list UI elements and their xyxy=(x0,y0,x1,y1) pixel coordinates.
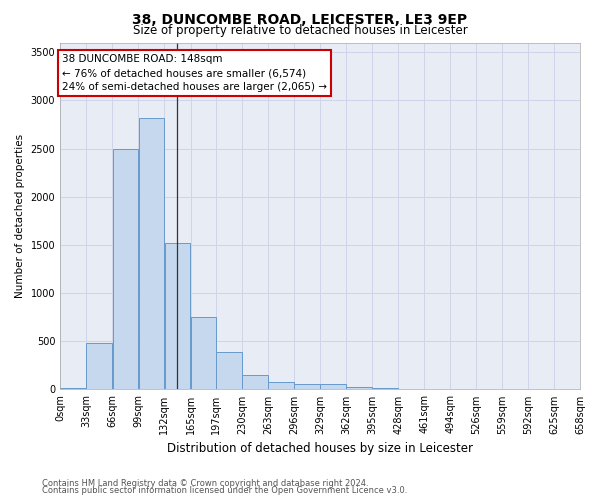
Bar xyxy=(294,384,320,390)
Bar xyxy=(242,376,268,390)
Bar xyxy=(86,343,112,390)
Bar xyxy=(191,317,215,390)
Bar xyxy=(113,148,138,390)
Bar xyxy=(268,382,294,390)
Text: Contains HM Land Registry data © Crown copyright and database right 2024.: Contains HM Land Registry data © Crown c… xyxy=(42,478,368,488)
Text: 38 DUNCOMBE ROAD: 148sqm
← 76% of detached houses are smaller (6,574)
24% of sem: 38 DUNCOMBE ROAD: 148sqm ← 76% of detach… xyxy=(62,54,327,92)
Bar xyxy=(61,388,86,390)
Bar xyxy=(164,243,190,390)
Bar xyxy=(216,352,242,390)
Text: Contains public sector information licensed under the Open Government Licence v3: Contains public sector information licen… xyxy=(42,486,407,495)
Bar xyxy=(139,118,164,390)
Y-axis label: Number of detached properties: Number of detached properties xyxy=(15,134,25,298)
Text: 38, DUNCOMBE ROAD, LEICESTER, LE3 9EP: 38, DUNCOMBE ROAD, LEICESTER, LE3 9EP xyxy=(133,12,467,26)
X-axis label: Distribution of detached houses by size in Leicester: Distribution of detached houses by size … xyxy=(167,442,473,455)
Bar xyxy=(373,388,398,390)
Text: Size of property relative to detached houses in Leicester: Size of property relative to detached ho… xyxy=(133,24,467,37)
Bar xyxy=(346,386,372,390)
Bar xyxy=(320,384,346,390)
